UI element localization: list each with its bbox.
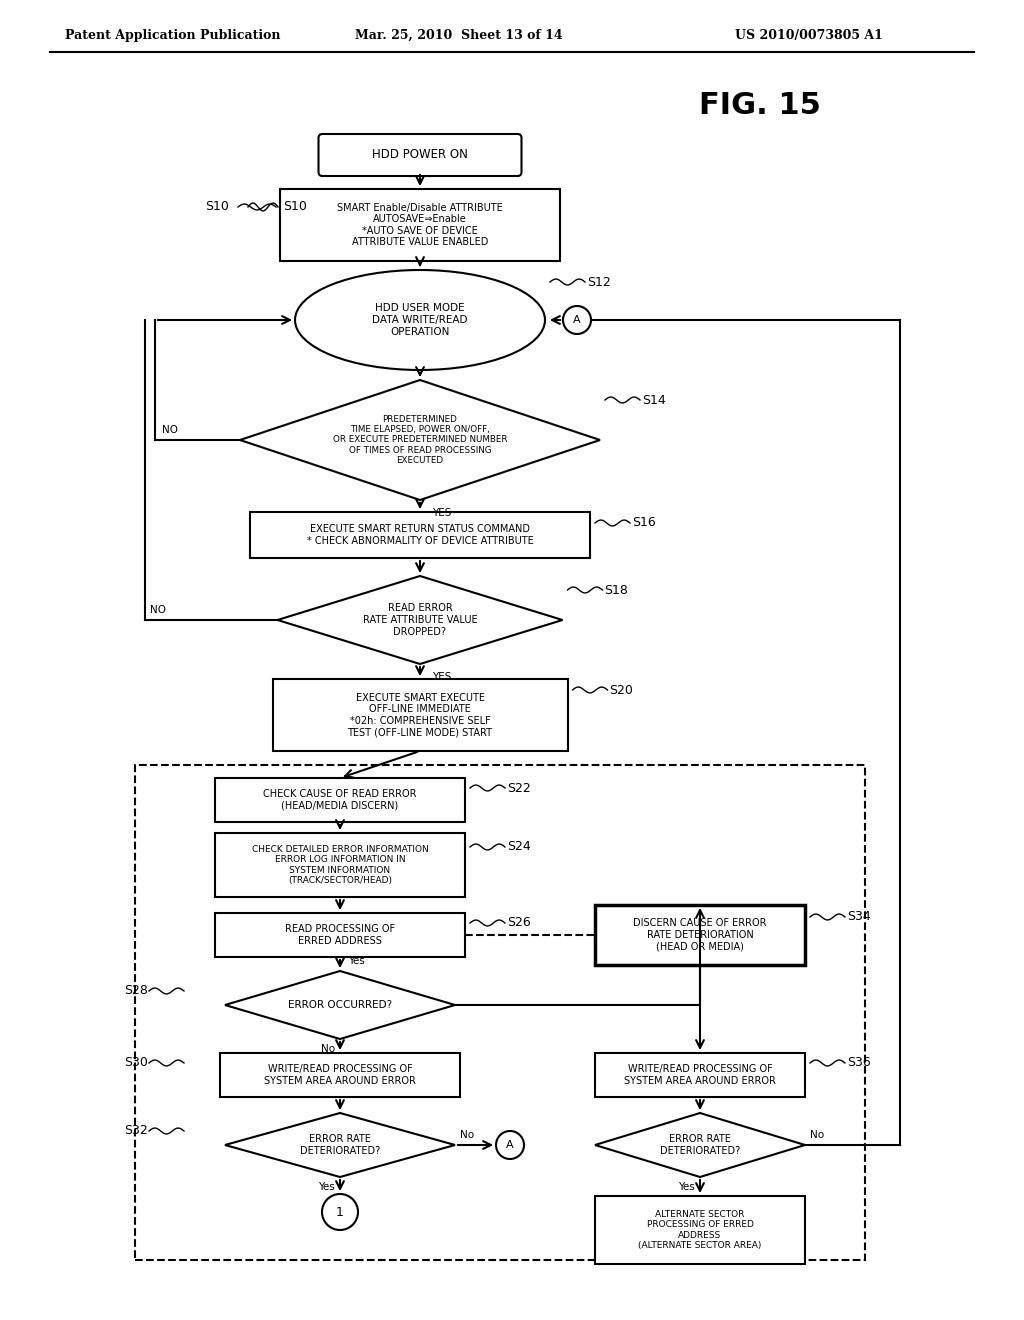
Text: READ ERROR
RATE ATTRIBUTE VALUE
DROPPED?: READ ERROR RATE ATTRIBUTE VALUE DROPPED? xyxy=(362,603,477,636)
Ellipse shape xyxy=(295,271,545,370)
Text: S14: S14 xyxy=(642,393,666,407)
Bar xyxy=(135,766,865,1261)
Text: S20: S20 xyxy=(609,684,634,697)
Text: Mar. 25, 2010  Sheet 13 of 14: Mar. 25, 2010 Sheet 13 of 14 xyxy=(355,29,562,41)
Polygon shape xyxy=(225,1113,455,1177)
Text: YES: YES xyxy=(432,672,452,682)
Text: NO: NO xyxy=(162,425,178,436)
Text: DISCERN CAUSE OF ERROR
RATE DETERIORATION
(HEAD OR MEDIA): DISCERN CAUSE OF ERROR RATE DETERIORATIO… xyxy=(633,919,767,952)
Text: S36: S36 xyxy=(847,1056,870,1069)
Text: WRITE/READ PROCESSING OF
SYSTEM AREA AROUND ERROR: WRITE/READ PROCESSING OF SYSTEM AREA ARO… xyxy=(264,1064,416,1086)
Text: US 2010/0073805 A1: US 2010/0073805 A1 xyxy=(735,29,883,41)
Bar xyxy=(250,512,590,558)
Bar xyxy=(595,1196,805,1265)
Polygon shape xyxy=(240,380,600,500)
Bar xyxy=(280,189,560,261)
Text: NO: NO xyxy=(150,605,166,615)
Polygon shape xyxy=(595,1113,805,1177)
Text: S28: S28 xyxy=(124,985,148,998)
Text: S22: S22 xyxy=(507,781,530,795)
Text: S12: S12 xyxy=(587,276,610,289)
Text: FIG. 15: FIG. 15 xyxy=(699,91,821,120)
Polygon shape xyxy=(278,576,562,664)
Bar xyxy=(595,906,805,965)
Text: ERROR RATE
DETERIORATED?: ERROR RATE DETERIORATED? xyxy=(300,1134,380,1156)
Circle shape xyxy=(322,1195,358,1230)
Text: ERROR OCCURRED?: ERROR OCCURRED? xyxy=(288,1001,392,1010)
Text: S10: S10 xyxy=(205,201,229,214)
Text: A: A xyxy=(573,315,581,325)
Text: CHECK CAUSE OF READ ERROR
(HEAD/MEDIA DISCERN): CHECK CAUSE OF READ ERROR (HEAD/MEDIA DI… xyxy=(263,789,417,810)
Text: ALTERNATE SECTOR
PROCESSING OF ERRED
ADDRESS
(ALTERNATE SECTOR AREA): ALTERNATE SECTOR PROCESSING OF ERRED ADD… xyxy=(638,1210,762,1250)
Text: CHECK DETAILED ERROR INFORMATION
ERROR LOG INFORMATION IN
SYSTEM INFORMATION
(TR: CHECK DETAILED ERROR INFORMATION ERROR L… xyxy=(252,845,428,886)
Text: S26: S26 xyxy=(507,916,530,929)
Text: S24: S24 xyxy=(507,841,530,854)
Circle shape xyxy=(496,1131,524,1159)
Text: S10: S10 xyxy=(283,201,307,214)
Bar xyxy=(215,833,465,898)
Text: S32: S32 xyxy=(124,1125,148,1138)
Bar xyxy=(220,1053,460,1097)
Polygon shape xyxy=(225,972,455,1039)
Text: A: A xyxy=(506,1140,514,1150)
Text: S16: S16 xyxy=(632,516,655,529)
Circle shape xyxy=(563,306,591,334)
Text: READ PROCESSING OF
ERRED ADDRESS: READ PROCESSING OF ERRED ADDRESS xyxy=(285,924,395,946)
Text: No: No xyxy=(810,1130,824,1140)
Text: No: No xyxy=(321,1044,335,1053)
Text: EXECUTE SMART RETURN STATUS COMMAND
* CHECK ABNORMALITY OF DEVICE ATTRIBUTE: EXECUTE SMART RETURN STATUS COMMAND * CH… xyxy=(306,524,534,545)
Text: EXECUTE SMART EXECUTE
OFF-LINE IMMEDIATE
*02h: COMPREHENSIVE SELF
TEST (OFF-LINE: EXECUTE SMART EXECUTE OFF-LINE IMMEDIATE… xyxy=(347,693,493,738)
Text: S34: S34 xyxy=(847,911,870,924)
Bar xyxy=(272,678,567,751)
Text: 1: 1 xyxy=(336,1205,344,1218)
Text: WRITE/READ PROCESSING OF
SYSTEM AREA AROUND ERROR: WRITE/READ PROCESSING OF SYSTEM AREA ARO… xyxy=(624,1064,776,1086)
Text: PREDETERMINED
TIME ELAPSED, POWER ON/OFF,
OR EXECUTE PREDETERMINED NUMBER
OF TIM: PREDETERMINED TIME ELAPSED, POWER ON/OFF… xyxy=(333,414,507,465)
Text: No: No xyxy=(460,1130,474,1140)
Text: S18: S18 xyxy=(604,583,629,597)
FancyBboxPatch shape xyxy=(318,135,521,176)
Bar xyxy=(595,1053,805,1097)
Bar xyxy=(215,777,465,822)
Bar xyxy=(215,913,465,957)
Text: HDD POWER ON: HDD POWER ON xyxy=(372,149,468,161)
Text: Yes: Yes xyxy=(318,1181,335,1192)
Text: Yes: Yes xyxy=(678,1181,695,1192)
Text: HDD USER MODE
DATA WRITE/READ
OPERATION: HDD USER MODE DATA WRITE/READ OPERATION xyxy=(373,304,468,337)
Text: YES: YES xyxy=(432,508,452,517)
Text: Yes: Yes xyxy=(348,956,365,966)
Text: Patent Application Publication: Patent Application Publication xyxy=(65,29,281,41)
Text: ERROR RATE
DETERIORATED?: ERROR RATE DETERIORATED? xyxy=(659,1134,740,1156)
Text: S30: S30 xyxy=(124,1056,148,1069)
Text: SMART Enable/Disable ATTRIBUTE
AUTOSAVE⇒Enable
*AUTO SAVE OF DEVICE
ATTRIBUTE VA: SMART Enable/Disable ATTRIBUTE AUTOSAVE⇒… xyxy=(337,202,503,247)
